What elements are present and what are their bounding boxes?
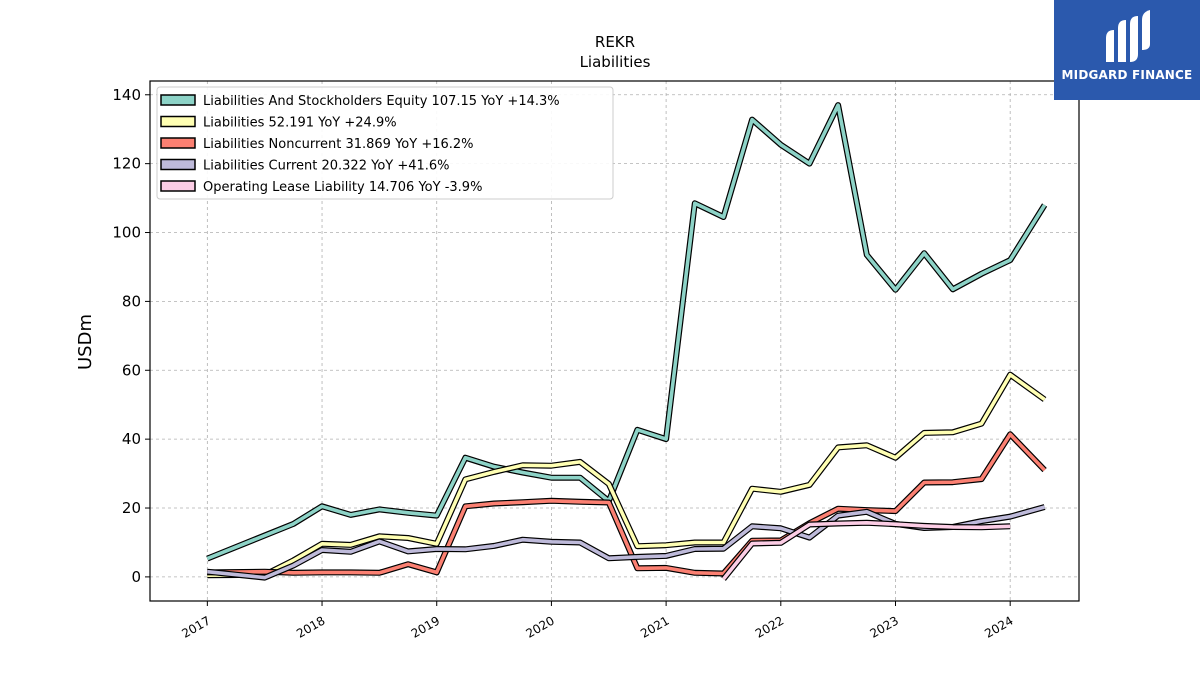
y-axis-label: USDm (75, 314, 96, 370)
y-axis-ticks: 0 20 40 60 80 100 120 140 (112, 86, 150, 586)
x-tick-label: 2024 (982, 613, 1015, 640)
y-tick-label: 80 (122, 292, 141, 310)
x-tick-label: 2017 (179, 613, 212, 640)
legend-swatch (160, 115, 196, 128)
legend: Liabilities And Stockholders Equity 107.… (156, 86, 614, 200)
legend-box (156, 86, 614, 200)
y-tick-label: 20 (122, 499, 141, 517)
midgard-finance-logo: MIDGARD FINANCE (1054, 0, 1200, 100)
chart-subtitle: Liabilities (580, 53, 651, 71)
chart-title: REKR (595, 33, 635, 51)
series-lines (206, 102, 1048, 581)
y-tick-label: 0 (131, 568, 141, 586)
x-tick-label: 2018 (294, 613, 327, 640)
x-tick-label: 2022 (753, 613, 786, 640)
legend-swatch (160, 158, 196, 171)
x-tick-label: 2023 (868, 613, 901, 640)
x-axis-ticks: 2017 2018 2019 2020 2021 2022 2023 2024 (179, 601, 1016, 641)
series-line (722, 520, 1011, 581)
legend-label: Liabilities And Stockholders Equity 107.… (203, 94, 560, 109)
legend-swatch (160, 180, 196, 192)
x-tick-label: 2019 (409, 613, 442, 640)
legend-swatch (160, 94, 196, 106)
midgard-logo-icon (1106, 10, 1150, 62)
y-tick-label: 60 (122, 361, 141, 379)
y-tick-label: 100 (112, 224, 141, 242)
y-tick-label: 40 (122, 430, 141, 448)
x-tick-label: 2021 (638, 613, 671, 640)
series-line (207, 432, 1046, 576)
legend-swatch (160, 137, 196, 149)
legend-label: Liabilities Current 20.322 YoY +41.6% (203, 159, 450, 174)
series-line (207, 372, 1046, 577)
legend-label: Operating Lease Liability 14.706 YoY -3.… (203, 180, 482, 195)
series-line-outline (721, 519, 1011, 581)
legend-label: Liabilities 52.191 YoY +24.9% (203, 116, 397, 131)
legend-label: Liabilities Noncurrent 31.869 YoY +16.2% (203, 137, 474, 152)
plot-frame (149, 80, 1080, 602)
y-tick-label: 140 (112, 86, 141, 104)
brand-name: MIDGARD FINANCE (1061, 68, 1193, 82)
series-line (206, 103, 1047, 561)
y-tick-label: 120 (112, 155, 141, 173)
x-tick-label: 2020 (523, 613, 556, 640)
